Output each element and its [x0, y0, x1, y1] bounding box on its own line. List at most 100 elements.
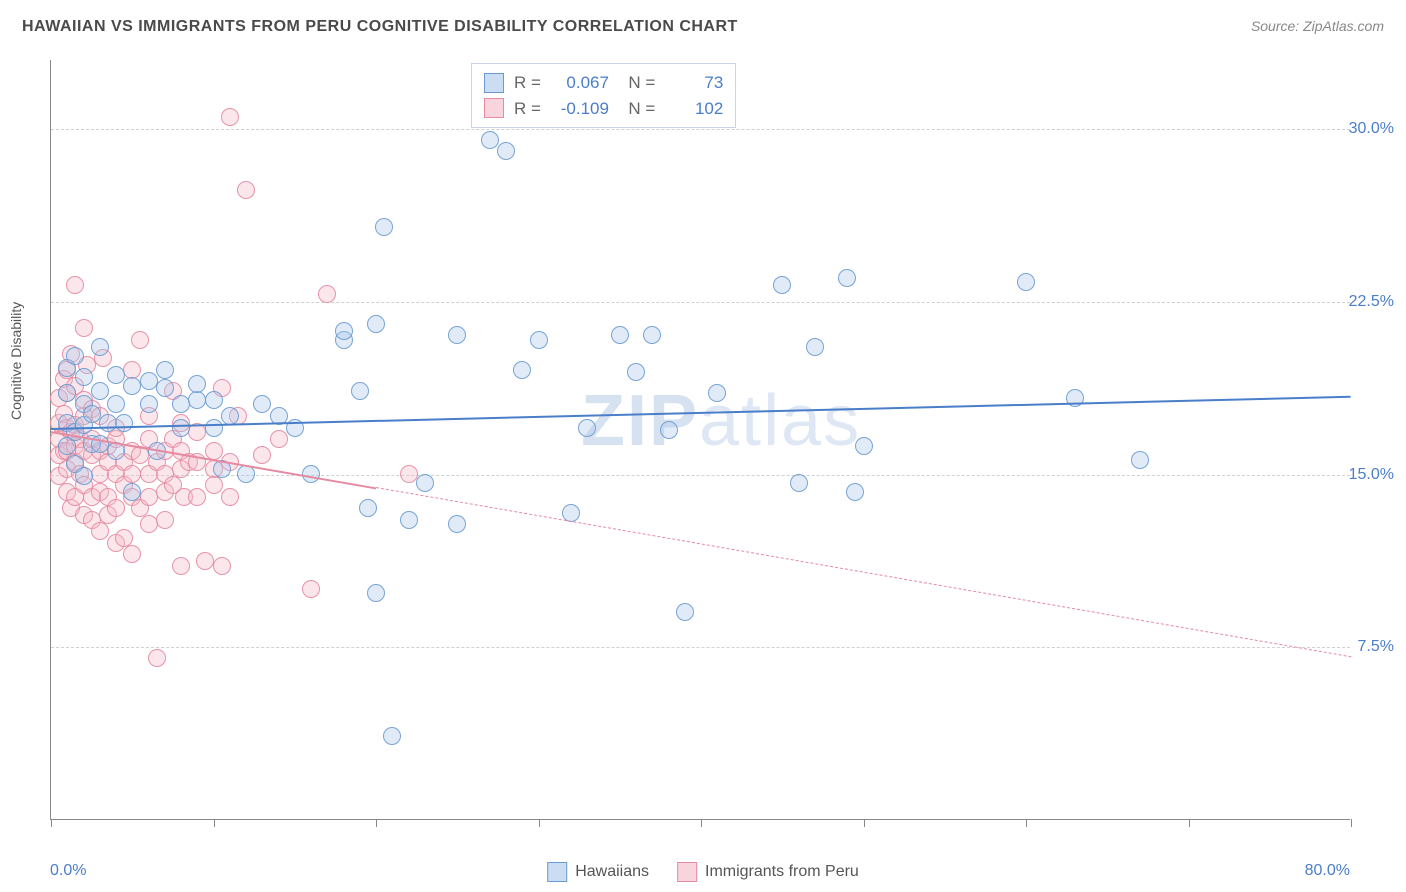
data-point	[66, 276, 84, 294]
data-point	[83, 405, 101, 423]
data-point	[91, 338, 109, 356]
data-point	[156, 511, 174, 529]
data-point	[513, 361, 531, 379]
data-point	[205, 391, 223, 409]
data-point	[66, 347, 84, 365]
stat-r-value: 0.067	[551, 70, 609, 96]
data-point	[205, 442, 223, 460]
legend-label: Hawaiians	[575, 863, 649, 881]
gridline	[51, 302, 1350, 303]
data-point	[375, 218, 393, 236]
legend-stats-box: R =0.067 N =73R =-0.109 N =102	[471, 63, 736, 128]
stat-r-label: R =	[514, 96, 541, 122]
data-point	[188, 488, 206, 506]
legend-stats-row: R = 0.067 N = 73	[484, 70, 723, 96]
data-point	[367, 315, 385, 333]
data-point	[400, 465, 418, 483]
data-point	[91, 522, 109, 540]
data-point	[107, 366, 125, 384]
x-axis-min-label: 0.0%	[50, 862, 86, 880]
data-point	[107, 499, 125, 517]
data-point	[91, 382, 109, 400]
chart-title: HAWAIIAN VS IMMIGRANTS FROM PERU COGNITI…	[22, 18, 738, 36]
legend-swatch-icon	[677, 862, 697, 882]
y-tick-label: 7.5%	[1358, 638, 1394, 656]
legend-swatch-icon	[547, 862, 567, 882]
data-point	[383, 727, 401, 745]
stat-n-value: 73	[665, 70, 723, 96]
x-axis-max-label: 80.0%	[1305, 862, 1350, 880]
x-tick	[1189, 819, 1190, 827]
stat-n-label: N =	[619, 96, 655, 122]
data-point	[481, 131, 499, 149]
data-point	[400, 511, 418, 529]
data-point	[611, 326, 629, 344]
data-point	[253, 446, 271, 464]
data-point	[115, 414, 133, 432]
legend-item-peru: Immigrants from Peru	[677, 862, 859, 882]
data-point	[773, 276, 791, 294]
legend-bottom: Hawaiians Immigrants from Peru	[547, 862, 859, 882]
legend-swatch-icon	[484, 98, 504, 118]
data-point	[1017, 273, 1035, 291]
data-point	[790, 474, 808, 492]
data-point	[221, 488, 239, 506]
data-point	[302, 580, 320, 598]
data-point	[302, 465, 320, 483]
x-tick	[51, 819, 52, 827]
data-point	[643, 326, 661, 344]
data-point	[497, 142, 515, 160]
stat-n-label: N =	[619, 70, 655, 96]
x-tick	[214, 819, 215, 827]
legend-label: Immigrants from Peru	[705, 863, 859, 881]
data-point	[530, 331, 548, 349]
data-point	[708, 384, 726, 402]
data-point	[123, 545, 141, 563]
data-point	[627, 363, 645, 381]
x-tick	[701, 819, 702, 827]
data-point	[578, 419, 596, 437]
data-point	[351, 382, 369, 400]
data-point	[172, 419, 190, 437]
data-point	[367, 584, 385, 602]
data-point	[1131, 451, 1149, 469]
x-tick	[539, 819, 540, 827]
data-point	[855, 437, 873, 455]
data-point	[838, 269, 856, 287]
regression-line	[376, 487, 1351, 657]
stat-r-label: R =	[514, 70, 541, 96]
data-point	[448, 515, 466, 533]
data-point	[196, 552, 214, 570]
gridline	[51, 129, 1350, 130]
source-attribution: Source: ZipAtlas.com	[1251, 18, 1384, 34]
data-point	[148, 649, 166, 667]
data-point	[140, 395, 158, 413]
data-point	[131, 331, 149, 349]
data-point	[846, 483, 864, 501]
data-point	[676, 603, 694, 621]
data-point	[58, 384, 76, 402]
data-point	[213, 557, 231, 575]
x-tick	[376, 819, 377, 827]
data-point	[221, 108, 239, 126]
x-tick	[864, 819, 865, 827]
stat-n-value: 102	[665, 96, 723, 122]
gridline	[51, 647, 1350, 648]
x-tick	[1351, 819, 1352, 827]
data-point	[359, 499, 377, 517]
data-point	[806, 338, 824, 356]
y-tick-label: 15.0%	[1349, 466, 1394, 484]
data-point	[335, 322, 353, 340]
data-point	[156, 361, 174, 379]
y-tick-label: 30.0%	[1349, 120, 1394, 138]
data-point	[123, 483, 141, 501]
data-point	[416, 474, 434, 492]
data-point	[237, 181, 255, 199]
data-point	[270, 430, 288, 448]
data-point	[448, 326, 466, 344]
data-point	[75, 467, 93, 485]
data-point	[205, 419, 223, 437]
data-point	[156, 379, 174, 397]
y-tick-label: 22.5%	[1349, 293, 1394, 311]
x-tick	[1026, 819, 1027, 827]
